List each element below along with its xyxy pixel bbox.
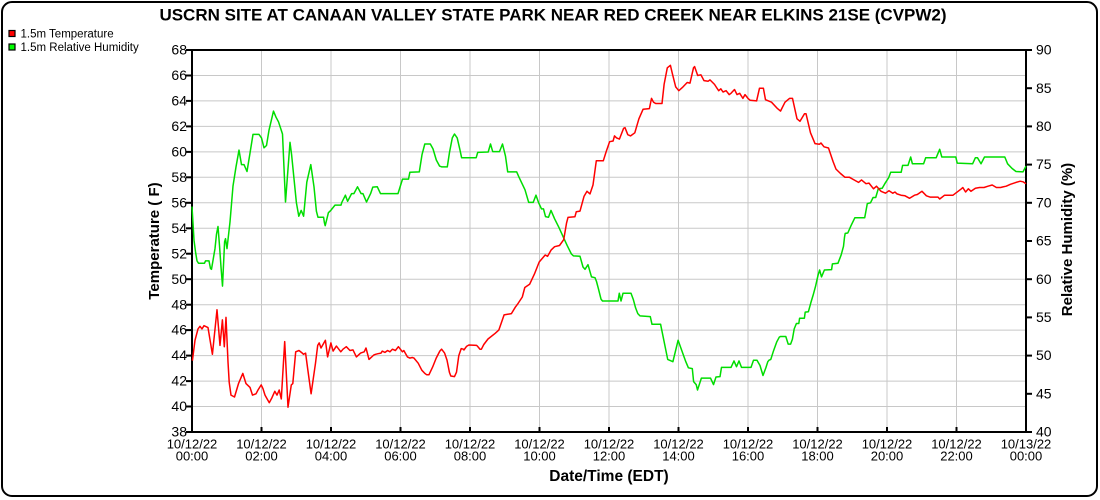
svg-text:10/13/22: 10/13/22: [1001, 436, 1052, 451]
svg-text:1.5m Temperature: 1.5m Temperature: [21, 29, 114, 41]
svg-text:10/12/22: 10/12/22: [862, 436, 913, 451]
svg-text:10/12/22: 10/12/22: [931, 436, 982, 451]
svg-text:42: 42: [171, 373, 187, 389]
svg-text:60: 60: [1036, 271, 1052, 287]
svg-text:16:00: 16:00: [732, 449, 765, 464]
svg-text:52: 52: [171, 245, 187, 261]
svg-text:Date/Time (EDT): Date/Time (EDT): [549, 468, 668, 485]
svg-text:50: 50: [1036, 347, 1052, 363]
svg-text:65: 65: [1036, 233, 1052, 249]
svg-text:75: 75: [1036, 156, 1052, 172]
svg-text:48: 48: [171, 296, 187, 312]
svg-text:70: 70: [1036, 194, 1052, 210]
svg-text:80: 80: [1036, 118, 1052, 134]
svg-text:04:00: 04:00: [315, 449, 348, 464]
svg-text:Relative Humidity (%): Relative Humidity (%): [1059, 163, 1076, 316]
svg-text:40: 40: [1036, 424, 1052, 440]
svg-text:66: 66: [171, 67, 187, 83]
svg-text:68: 68: [171, 42, 187, 58]
svg-text:12:00: 12:00: [593, 449, 626, 464]
svg-text:10/12/22: 10/12/22: [236, 436, 287, 451]
svg-text:00:00: 00:00: [1010, 449, 1043, 464]
svg-text:10/12/22: 10/12/22: [584, 436, 635, 451]
svg-text:06:00: 06:00: [384, 449, 417, 464]
svg-text:90: 90: [1036, 42, 1052, 58]
svg-text:22:00: 22:00: [940, 449, 973, 464]
svg-text:64: 64: [171, 93, 187, 109]
svg-text:08:00: 08:00: [454, 449, 487, 464]
svg-text:10/12/22: 10/12/22: [653, 436, 704, 451]
svg-text:10/12/22: 10/12/22: [723, 436, 774, 451]
svg-text:10/12/22: 10/12/22: [792, 436, 843, 451]
svg-text:10/12/22: 10/12/22: [306, 436, 357, 451]
svg-text:45: 45: [1036, 385, 1052, 401]
svg-text:02:00: 02:00: [245, 449, 278, 464]
svg-text:62: 62: [171, 118, 187, 134]
svg-text:85: 85: [1036, 80, 1052, 96]
svg-text:56: 56: [171, 194, 187, 210]
svg-text:USCRN SITE AT CANAAN VALLEY ST: USCRN SITE AT CANAAN VALLEY STATE PARK N…: [159, 5, 946, 24]
svg-text:10/12/22: 10/12/22: [375, 436, 426, 451]
svg-text:10/12/22: 10/12/22: [445, 436, 496, 451]
svg-text:54: 54: [171, 220, 187, 236]
svg-text:00:00: 00:00: [176, 449, 209, 464]
svg-text:10/12/22: 10/12/22: [514, 436, 565, 451]
svg-text:38: 38: [171, 424, 187, 440]
svg-text:14:00: 14:00: [662, 449, 695, 464]
svg-text:44: 44: [171, 347, 187, 363]
svg-text:10:00: 10:00: [523, 449, 556, 464]
svg-text:1.5m Relative Humidity: 1.5m Relative Humidity: [21, 42, 139, 54]
svg-text:20:00: 20:00: [871, 449, 904, 464]
svg-text:46: 46: [171, 322, 187, 338]
svg-text:Temperature ( F): Temperature ( F): [146, 182, 163, 299]
svg-text:10/12/22: 10/12/22: [167, 436, 218, 451]
svg-text:40: 40: [171, 398, 187, 414]
svg-text:60: 60: [171, 144, 187, 160]
svg-text:58: 58: [171, 169, 187, 185]
svg-text:55: 55: [1036, 309, 1052, 325]
svg-text:50: 50: [171, 271, 187, 287]
svg-text:18:00: 18:00: [801, 449, 834, 464]
